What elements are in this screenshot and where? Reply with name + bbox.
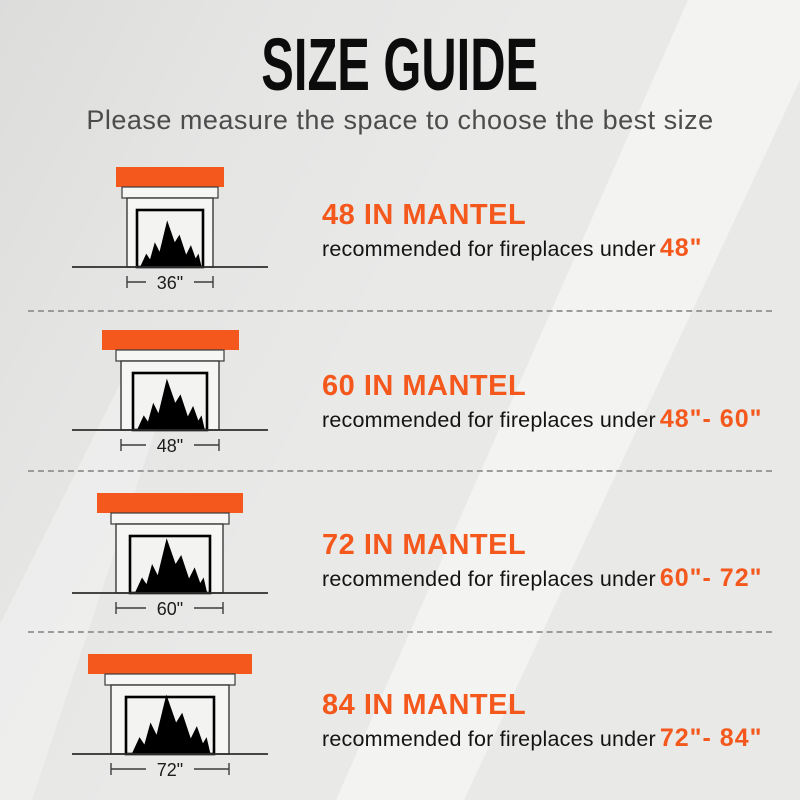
mantel-shelf	[121, 186, 219, 199]
fireplace-illustration-84: 72"	[72, 654, 268, 780]
mantel-shelf	[115, 349, 225, 362]
width-label: 36"	[157, 273, 183, 293]
row-description: recommended for fireplaces under 60"- 72"	[322, 565, 762, 592]
row-range: 72"- 84"	[659, 724, 763, 752]
fireplace-illustration-48: 36"	[72, 167, 268, 293]
flame-icon	[137, 378, 205, 429]
width-label: 60"	[157, 599, 183, 619]
page-title: SIZE GUIDE	[0, 23, 800, 121]
row-range: 48"- 60"	[659, 405, 763, 433]
row-description-text: recommended for fireplaces under	[322, 237, 656, 261]
row-description: recommended for fireplaces under 72"- 84"	[322, 725, 762, 752]
row-title: 60 IN MANTEL	[322, 370, 527, 402]
page-title-text: SIZE GUIDE	[261, 23, 539, 106]
width-label: 48"	[157, 436, 183, 456]
row-description: recommended for fireplaces under 48"	[322, 235, 703, 262]
width-measure: 72"	[110, 760, 230, 780]
page-subtitle: Please measure the space to choose the b…	[86, 105, 714, 135]
size-row-60: 60 IN MANTEL recommended for fireplaces …	[322, 371, 762, 433]
mantel-top	[88, 654, 252, 674]
dashed-separator	[28, 631, 772, 633]
size-row-72: 72 IN MANTEL recommended for fireplaces …	[322, 530, 762, 592]
row-range: 48"	[659, 234, 703, 262]
mantel-top	[97, 493, 243, 513]
dashed-separator	[28, 470, 772, 472]
row-range: 60"- 72"	[659, 564, 763, 592]
mantel-shelf	[104, 673, 236, 686]
row-description-text: recommended for fireplaces under	[322, 727, 656, 751]
fireplace-illustration-60: 48"	[72, 330, 268, 456]
flame-icon	[135, 538, 207, 592]
row-title: 48 IN MANTEL	[322, 199, 527, 231]
row-description-text: recommended for fireplaces under	[322, 408, 656, 432]
row-description: recommended for fireplaces under 48"- 60"	[322, 406, 762, 433]
flame-icon	[132, 694, 211, 753]
width-measure: 60"	[115, 599, 224, 619]
row-description-text: recommended for fireplaces under	[322, 567, 656, 591]
mantel-shelf	[110, 512, 230, 525]
flame-icon	[140, 220, 202, 266]
mantel-top	[102, 330, 239, 350]
width-measure: 36"	[126, 273, 214, 293]
width-measure: 48"	[120, 436, 220, 456]
size-row-84: 84 IN MANTEL recommended for fireplaces …	[322, 690, 762, 752]
row-title: 72 IN MANTEL	[322, 529, 527, 561]
width-label: 72"	[157, 760, 183, 780]
mantel-top	[116, 167, 224, 187]
fireplace-illustration-72: 60"	[72, 493, 268, 619]
dashed-separator	[28, 310, 772, 312]
size-row-48: 48 IN MANTEL recommended for fireplaces …	[322, 200, 703, 262]
row-title: 84 IN MANTEL	[322, 689, 527, 721]
